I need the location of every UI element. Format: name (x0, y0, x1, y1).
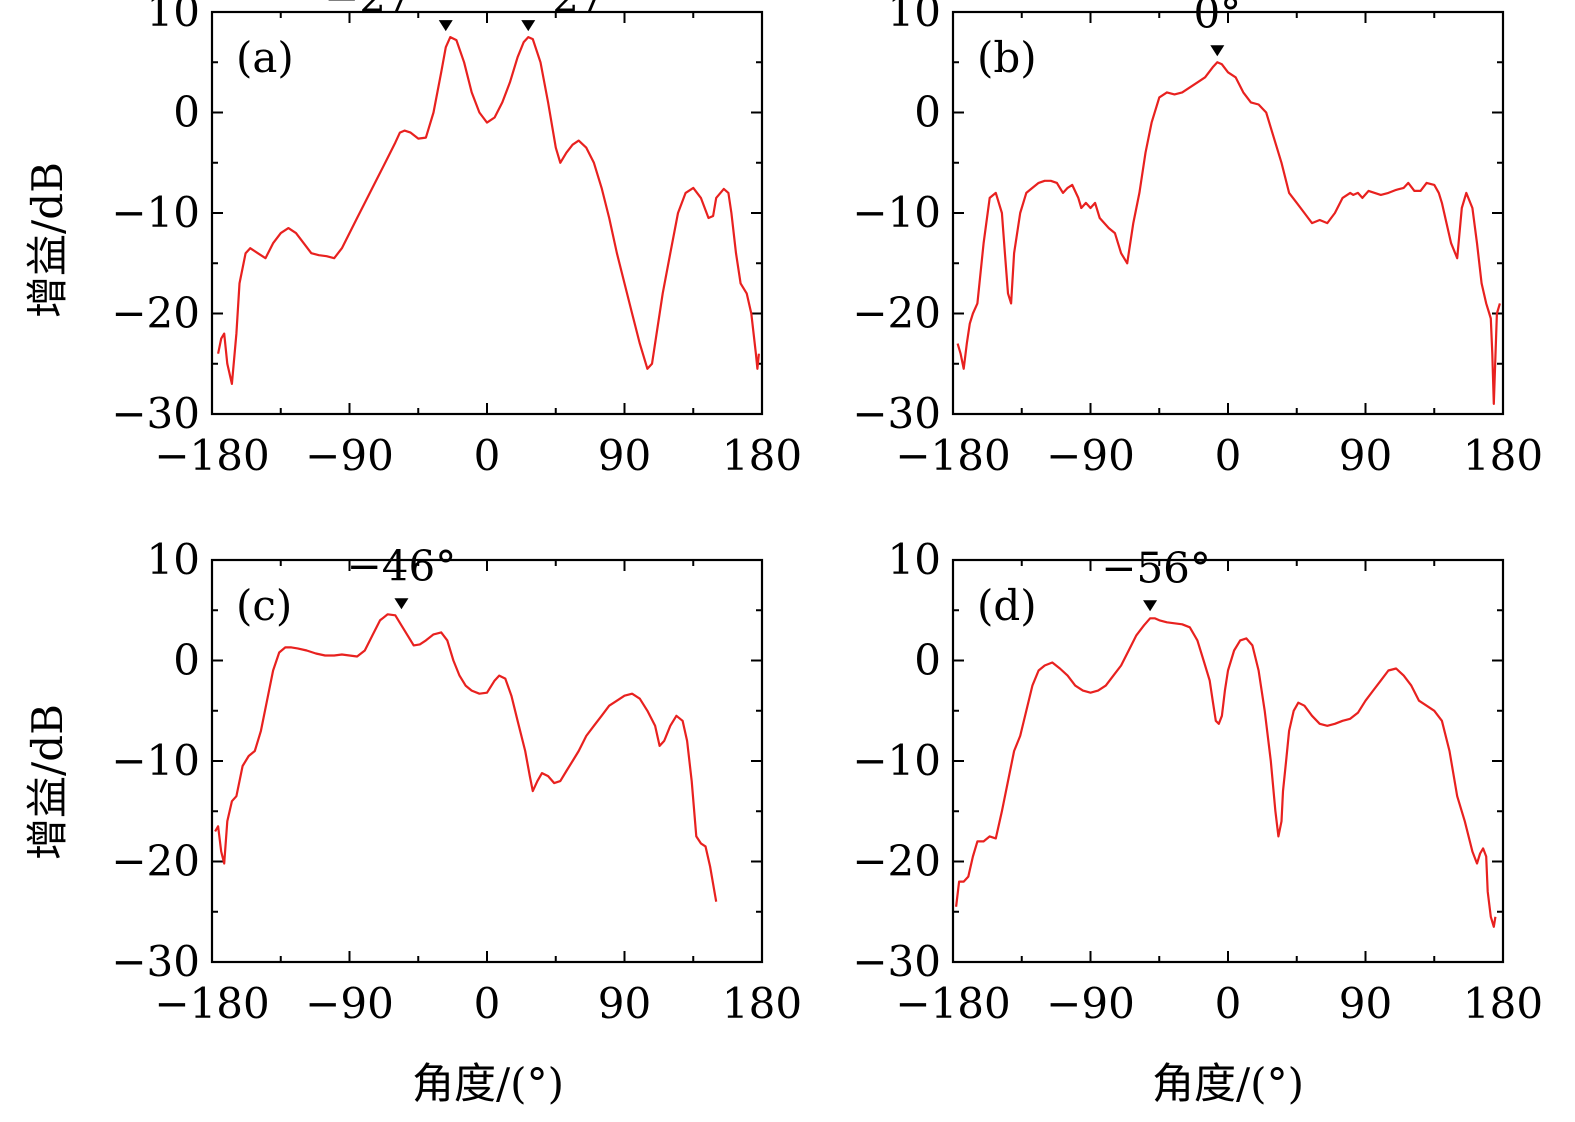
x-tick-label: −180 (154, 979, 269, 1028)
y-tick-label: −20 (852, 289, 941, 338)
y-tick-label: 10 (888, 0, 941, 36)
peak-label: −46° (347, 541, 457, 590)
x-tick-label: −90 (1046, 431, 1135, 480)
panel-c: −180 −90 0 90 180 10 0 −10 −20 −30 (c) −46° (111, 535, 802, 1028)
y-tick-label: −10 (852, 188, 941, 237)
gain-curve (956, 61, 1501, 405)
y-tick-label: −30 (111, 389, 200, 438)
x-axis-title-left: 角度/(°) (412, 1059, 564, 1108)
peak-label: −27° (324, 0, 434, 22)
y-tick-label: −30 (111, 937, 200, 986)
panel-label: (a) (236, 33, 294, 82)
y-tick-label: −10 (111, 188, 200, 237)
panel-label: (d) (977, 581, 1037, 630)
gain-curve (955, 617, 1497, 928)
y-tick-label: −10 (852, 736, 941, 785)
y-tick-label: 0 (173, 636, 200, 685)
x-tick-label: 90 (1339, 979, 1392, 1028)
x-tick-label: 90 (598, 431, 651, 480)
y-tick-label: 0 (914, 636, 941, 685)
y-tick-label: 10 (147, 0, 200, 36)
peak-label: 0° (1193, 0, 1241, 37)
y-axis-title-bottom: 增益/dB (23, 704, 72, 860)
x-tick-label: −180 (154, 431, 269, 480)
x-tick-label: 0 (1215, 979, 1242, 1028)
x-tick-label: −90 (1046, 979, 1135, 1028)
panel-label: (b) (977, 33, 1037, 82)
peak-marker (394, 598, 409, 610)
peak-marker (1210, 45, 1225, 57)
panel-b: −180 −90 0 90 180 10 0 −10 −20 −30 (b) 0° (852, 0, 1543, 480)
x-tick-label: 90 (1339, 431, 1392, 480)
plot-frame (210, 10, 764, 416)
y-tick-label: −20 (111, 289, 200, 338)
panel-label: (c) (236, 581, 292, 630)
x-tick-label: −180 (895, 431, 1010, 480)
y-tick-label: 0 (173, 88, 200, 137)
x-tick-label: 180 (1463, 431, 1543, 480)
x-tick-label: −180 (895, 979, 1010, 1028)
x-tick-label: −90 (305, 431, 394, 480)
x-tick-label: 0 (474, 979, 501, 1028)
peak-label: 27° (552, 0, 626, 22)
y-axis-title-top: 增益/dB (23, 162, 72, 318)
x-tick-label: 180 (722, 431, 802, 480)
panel-a: −180 −90 0 90 180 10 0 −10 −20 −30 (a) −27° 27° (111, 0, 802, 480)
x-tick-label: 180 (1463, 979, 1543, 1028)
gain-curve (217, 36, 760, 385)
y-tick-label: 10 (888, 535, 941, 584)
y-tick-label: −30 (852, 937, 941, 986)
x-tick-label: 0 (474, 431, 501, 480)
x-tick-label: 0 (1215, 431, 1242, 480)
y-tick-label: −10 (111, 736, 200, 785)
y-tick-label: 10 (147, 535, 200, 584)
x-tick-label: 90 (598, 979, 651, 1028)
y-tick-label: 0 (914, 88, 941, 137)
peak-marker (438, 20, 453, 32)
peak-label: −56° (1101, 543, 1211, 592)
peak-marker (521, 20, 536, 32)
y-tick-label: −20 (852, 837, 941, 886)
panel-d: −180 −90 0 90 180 10 0 −10 −20 −30 (d) −56° (852, 535, 1543, 1028)
y-tick-label: −30 (852, 389, 941, 438)
gain-curve (214, 613, 718, 902)
x-tick-label: −90 (305, 979, 394, 1028)
peak-marker (1143, 600, 1158, 612)
y-tick-label: −20 (111, 837, 200, 886)
x-axis-title-right: 角度/(°) (1152, 1059, 1304, 1108)
x-tick-label: 180 (722, 979, 802, 1028)
plot-frame (210, 558, 764, 964)
